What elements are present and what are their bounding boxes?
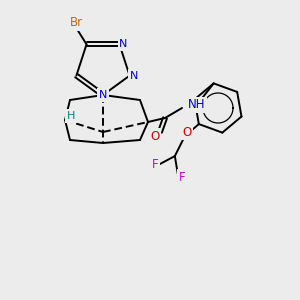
Text: O: O [182, 126, 191, 139]
Text: O: O [150, 130, 160, 142]
Text: NH: NH [188, 98, 206, 112]
Text: H: H [67, 111, 75, 121]
Text: F: F [178, 171, 185, 184]
Text: F: F [152, 158, 158, 171]
Text: N: N [119, 39, 128, 49]
Text: N: N [129, 71, 138, 81]
Text: N: N [99, 90, 107, 100]
Text: Br: Br [70, 16, 83, 29]
